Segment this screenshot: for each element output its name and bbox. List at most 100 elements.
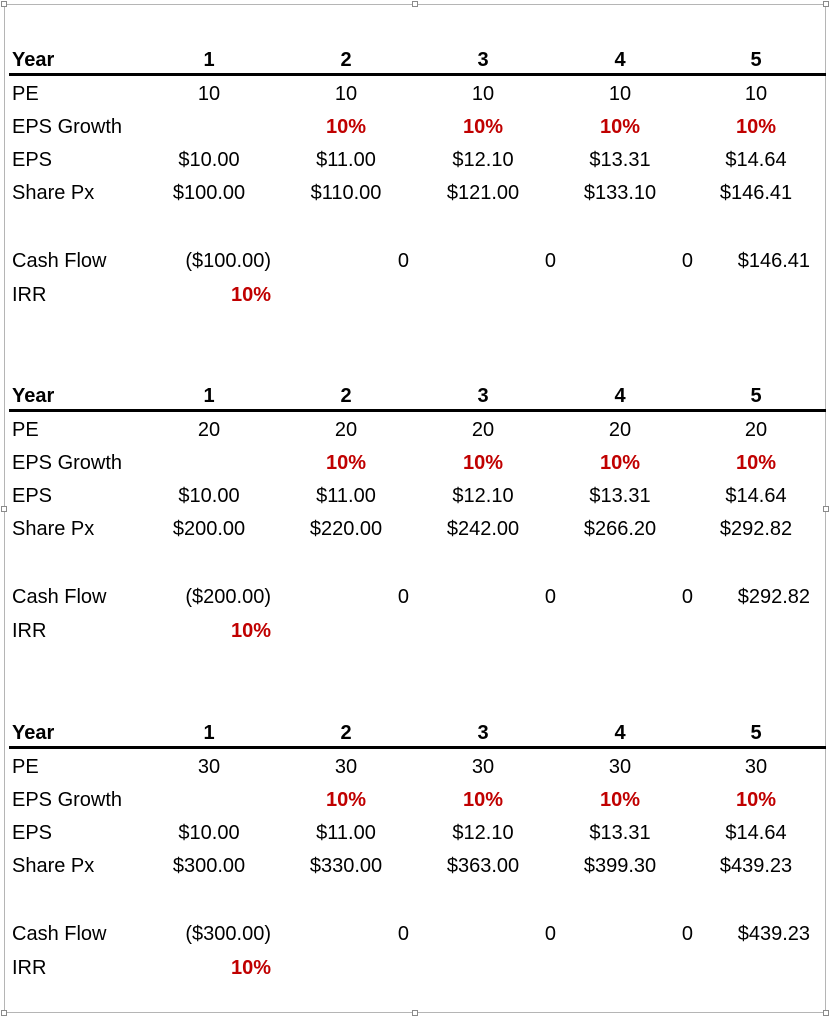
- share-price-cell[interactable]: $133.10: [583, 182, 657, 204]
- eps-growth-cell[interactable]: 10%: [735, 116, 777, 138]
- eps-cell[interactable]: $13.31: [589, 822, 651, 844]
- cash-flow-cell[interactable]: 0: [681, 250, 693, 272]
- share-price-label[interactable]: Share Px: [12, 855, 95, 877]
- share-price-cell[interactable]: $292.82: [719, 518, 793, 540]
- eps-cell[interactable]: $12.10: [452, 485, 514, 507]
- eps-cell[interactable]: $10.00: [178, 822, 240, 844]
- pe-cell[interactable]: 30: [197, 756, 221, 778]
- cash-flow-cell[interactable]: 0: [397, 586, 409, 608]
- share-price-cell[interactable]: $200.00: [172, 518, 246, 540]
- resize-handle-right[interactable]: [823, 506, 829, 512]
- eps-growth-cell[interactable]: 10%: [599, 116, 641, 138]
- share-price-cell[interactable]: $330.00: [309, 855, 383, 877]
- pe-cell[interactable]: 30: [471, 756, 495, 778]
- pe-cell[interactable]: 10: [471, 83, 495, 105]
- resize-handle-bottom-right[interactable]: [823, 1010, 829, 1016]
- eps-cell[interactable]: $14.64: [725, 822, 787, 844]
- resize-handle-top[interactable]: [412, 1, 418, 7]
- year-header-cell[interactable]: 1: [203, 722, 215, 744]
- eps-cell[interactable]: $11.00: [316, 485, 376, 507]
- irr-label[interactable]: IRR: [12, 957, 47, 979]
- eps-growth-cell[interactable]: 10%: [735, 789, 777, 811]
- pe-cell[interactable]: 20: [744, 419, 768, 441]
- share-price-cell[interactable]: $242.00: [446, 518, 520, 540]
- cash-flow-cell[interactable]: ($100.00): [185, 250, 271, 272]
- share-price-label[interactable]: Share Px: [12, 518, 95, 540]
- cash-flow-cell[interactable]: 0: [681, 586, 693, 608]
- cash-flow-label[interactable]: Cash Flow: [12, 250, 107, 272]
- resize-handle-bottom-left[interactable]: [1, 1010, 7, 1016]
- irr-label[interactable]: IRR: [12, 620, 47, 642]
- eps-cell[interactable]: $11.00: [316, 149, 376, 171]
- eps-label[interactable]: EPS: [12, 485, 53, 507]
- resize-handle-top-left[interactable]: [1, 1, 7, 7]
- pe-label[interactable]: PE: [12, 756, 39, 778]
- share-price-cell[interactable]: $146.41: [719, 182, 793, 204]
- eps-growth-cell[interactable]: 10%: [735, 452, 777, 474]
- share-price-cell[interactable]: $110.00: [310, 182, 382, 204]
- year-header-cell[interactable]: 4: [614, 49, 626, 71]
- cash-flow-cell[interactable]: ($300.00): [185, 923, 271, 945]
- eps-cell[interactable]: $13.31: [589, 485, 651, 507]
- year-header-cell[interactable]: 5: [750, 49, 762, 71]
- year-header-cell[interactable]: 3: [477, 722, 489, 744]
- share-price-label[interactable]: Share Px: [12, 182, 95, 204]
- eps-growth-cell[interactable]: 10%: [462, 789, 504, 811]
- eps-growth-label[interactable]: EPS Growth: [12, 789, 123, 811]
- year-header-cell[interactable]: 4: [614, 385, 626, 407]
- share-price-cell[interactable]: $300.00: [172, 855, 246, 877]
- irr-value-cell[interactable]: 10%: [230, 957, 271, 979]
- eps-growth-cell[interactable]: 10%: [325, 452, 367, 474]
- pe-cell[interactable]: 10: [197, 83, 221, 105]
- share-price-cell[interactable]: $266.20: [583, 518, 657, 540]
- year-header-cell[interactable]: 5: [750, 722, 762, 744]
- pe-cell[interactable]: 20: [197, 419, 221, 441]
- year-header-cell[interactable]: 2: [340, 385, 352, 407]
- year-header-label[interactable]: Year: [12, 49, 55, 71]
- eps-cell[interactable]: $12.10: [452, 149, 514, 171]
- pe-cell[interactable]: 30: [608, 756, 632, 778]
- year-header-cell[interactable]: 3: [477, 385, 489, 407]
- share-price-cell[interactable]: $439.23: [719, 855, 793, 877]
- pe-cell[interactable]: 30: [334, 756, 358, 778]
- eps-cell[interactable]: $10.00: [178, 485, 240, 507]
- year-header-label[interactable]: Year: [12, 385, 55, 407]
- pe-cell[interactable]: 20: [334, 419, 358, 441]
- eps-growth-cell[interactable]: 10%: [599, 789, 641, 811]
- eps-cell[interactable]: $13.31: [589, 149, 651, 171]
- resize-handle-top-right[interactable]: [823, 1, 829, 7]
- pe-cell[interactable]: 20: [471, 419, 495, 441]
- year-header-cell[interactable]: 4: [614, 722, 626, 744]
- share-price-cell[interactable]: $220.00: [309, 518, 383, 540]
- eps-growth-cell[interactable]: 10%: [462, 116, 504, 138]
- pe-cell[interactable]: 20: [608, 419, 632, 441]
- eps-cell[interactable]: $14.64: [725, 149, 787, 171]
- eps-growth-cell[interactable]: 10%: [599, 452, 641, 474]
- eps-growth-label[interactable]: EPS Growth: [12, 452, 123, 474]
- share-price-cell[interactable]: $363.00: [446, 855, 520, 877]
- pe-label[interactable]: PE: [12, 83, 39, 105]
- eps-label[interactable]: EPS: [12, 822, 53, 844]
- pe-cell[interactable]: 30: [744, 756, 768, 778]
- cash-flow-cell[interactable]: ($200.00): [185, 586, 271, 608]
- pe-cell[interactable]: 10: [744, 83, 768, 105]
- eps-growth-cell[interactable]: 10%: [462, 452, 504, 474]
- share-price-cell[interactable]: $121.00: [446, 182, 520, 204]
- year-header-cell[interactable]: 1: [203, 385, 215, 407]
- cash-flow-cell[interactable]: 0: [681, 923, 693, 945]
- cash-flow-label[interactable]: Cash Flow: [12, 923, 107, 945]
- cash-flow-cell[interactable]: 0: [397, 250, 409, 272]
- cash-flow-cell[interactable]: $439.23: [737, 923, 810, 945]
- eps-growth-cell[interactable]: 10%: [325, 789, 367, 811]
- irr-value-cell[interactable]: 10%: [230, 620, 271, 642]
- eps-cell[interactable]: $11.00: [316, 822, 376, 844]
- pe-label[interactable]: PE: [12, 419, 39, 441]
- year-header-cell[interactable]: 3: [477, 49, 489, 71]
- year-header-cell[interactable]: 2: [340, 49, 352, 71]
- eps-label[interactable]: EPS: [12, 149, 53, 171]
- eps-cell[interactable]: $12.10: [452, 822, 514, 844]
- cash-flow-label[interactable]: Cash Flow: [12, 586, 107, 608]
- cash-flow-cell[interactable]: 0: [397, 923, 409, 945]
- year-header-cell[interactable]: 5: [750, 385, 762, 407]
- irr-value-cell[interactable]: 10%: [230, 284, 271, 306]
